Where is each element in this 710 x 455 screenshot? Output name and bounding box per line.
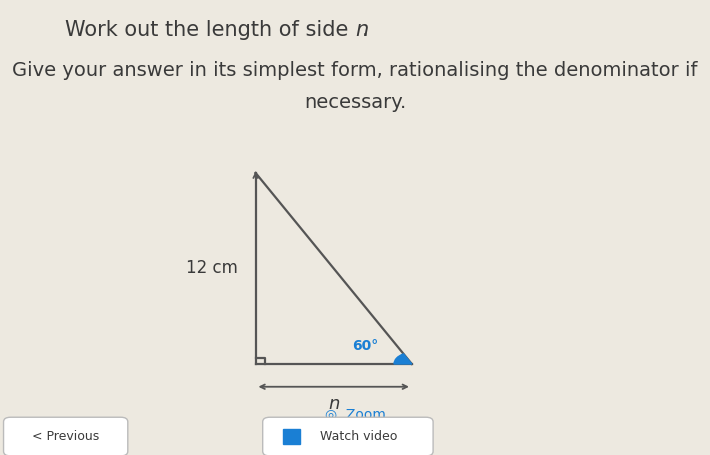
Text: ◎  Zoom: ◎ Zoom xyxy=(324,407,386,421)
Text: 60°: 60° xyxy=(353,339,378,353)
Text: Work out the length of side: Work out the length of side xyxy=(65,20,355,40)
FancyBboxPatch shape xyxy=(263,417,433,455)
Text: necessary.: necessary. xyxy=(304,93,406,112)
Text: n: n xyxy=(328,395,339,413)
Text: .: . xyxy=(361,20,368,40)
Text: Not drawn accurately: Not drawn accurately xyxy=(288,419,422,432)
Text: Give your answer in its simplest form, rationalising the denominator if: Give your answer in its simplest form, r… xyxy=(12,61,698,81)
FancyBboxPatch shape xyxy=(4,417,128,455)
Text: Watch video: Watch video xyxy=(320,430,397,443)
Wedge shape xyxy=(394,354,412,364)
Text: n: n xyxy=(355,20,368,40)
Text: 12 cm: 12 cm xyxy=(186,259,238,278)
Text: < Previous: < Previous xyxy=(32,430,99,443)
Bar xyxy=(283,429,300,444)
